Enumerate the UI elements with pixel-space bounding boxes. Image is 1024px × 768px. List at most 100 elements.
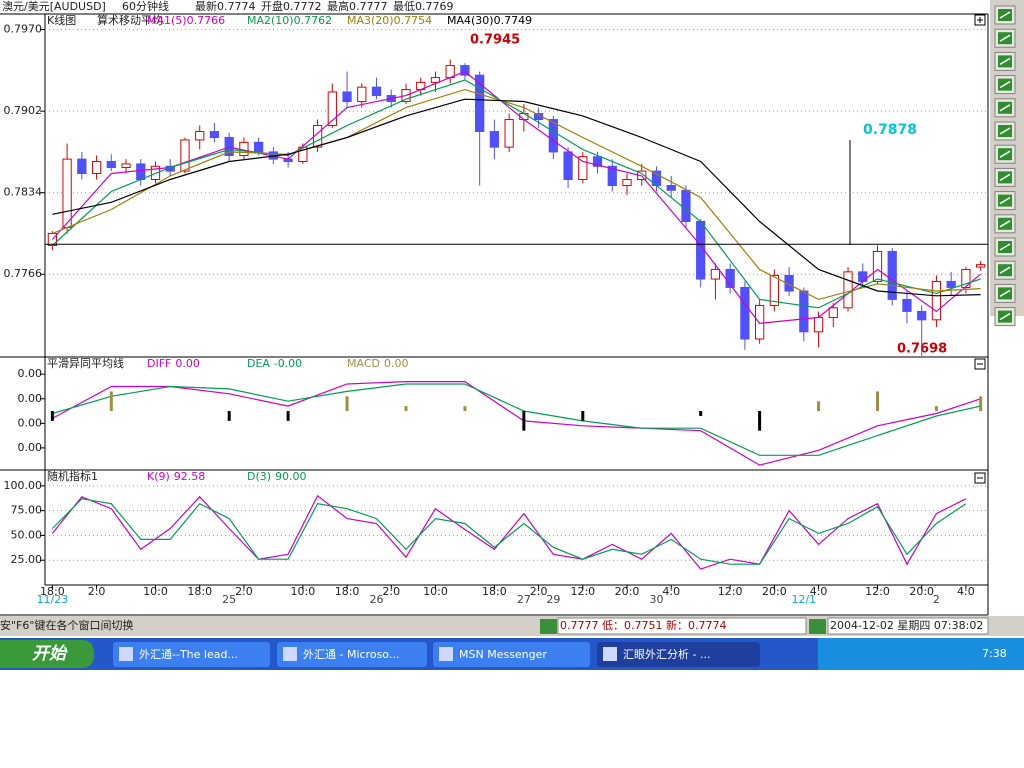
histogram-bar	[404, 406, 408, 412]
candle-body	[754, 304, 765, 340]
panel-title: K线图	[47, 13, 76, 27]
histogram-bar	[817, 401, 821, 412]
series-line	[52, 383, 981, 456]
legend-value: 92.58	[174, 470, 206, 483]
x-tick-label: 18:0	[482, 585, 507, 598]
task-button[interactable]	[433, 642, 590, 667]
candle-body	[843, 271, 853, 309]
task-button[interactable]	[113, 642, 270, 667]
x-tick-label: 18:0	[335, 585, 360, 598]
task-icon	[119, 647, 133, 661]
candle-body	[563, 151, 573, 181]
x-tick-label: 2:0	[88, 585, 106, 598]
series-line	[51, 494, 967, 570]
x-tick-label: 10:0	[423, 585, 448, 598]
task-icon	[283, 647, 297, 661]
legend-name: MA2(10)	[247, 14, 294, 27]
legend-name: MA1(5)	[147, 14, 187, 27]
candle-body	[357, 86, 367, 103]
panel-button[interactable]	[974, 358, 986, 370]
task-label[interactable]: 汇眼外汇分析 - ...	[623, 647, 710, 661]
candle-body	[902, 298, 912, 312]
x-tick-label: 20:0	[762, 585, 787, 598]
series-line	[51, 79, 981, 309]
date-label: 26	[370, 593, 384, 606]
legend-entry: DIFF 0.00	[147, 357, 200, 370]
histogram-bar	[463, 406, 467, 412]
x-tick-label: 10:0	[291, 585, 316, 598]
start-label[interactable]: 开始	[32, 644, 68, 664]
tool-glyph	[999, 196, 1011, 205]
candle-body	[371, 86, 382, 97]
legend-name: DEA	[247, 357, 270, 370]
status-icon[interactable]	[540, 619, 557, 634]
annotation: 0.7945	[470, 33, 520, 48]
task-label[interactable]: 外汇通--The lead...	[139, 648, 238, 661]
candle-body	[710, 268, 721, 280]
quote: 最低0.7769	[393, 0, 454, 13]
x-tick-label: 18:0	[187, 585, 212, 598]
y-tick-label: 75.00	[11, 504, 43, 517]
legend-value: 90.00	[275, 470, 307, 483]
candle-body	[460, 65, 470, 76]
legend-value: 0.7766	[187, 14, 226, 27]
status-hint: 安"F6"键在各个窗口间切换	[0, 618, 133, 632]
candle-body	[931, 280, 942, 321]
candle-body	[917, 310, 927, 321]
y-tick-label: 0.7902	[4, 104, 43, 117]
histogram-bar	[345, 396, 349, 412]
legend-name: K(9)	[147, 470, 170, 483]
legend-value: 0.00	[384, 357, 409, 370]
quote: 最高0.7777	[327, 0, 388, 13]
y-tick-label: 100.00	[4, 479, 43, 492]
start-button[interactable]	[0, 640, 94, 668]
panel-button[interactable]	[974, 472, 986, 484]
toolbar-buttons	[994, 5, 1016, 327]
candle-body	[769, 274, 779, 306]
legend-entry: MA3(20)0.7754	[347, 14, 432, 27]
status-quote: 0.7777 低：0.7751 新：0.7774	[560, 618, 726, 632]
candle-body	[430, 77, 441, 83]
task-button[interactable]	[597, 642, 760, 667]
status-icon[interactable]	[809, 619, 826, 634]
x-tick-label: 12:0	[718, 585, 743, 598]
candle-body	[180, 139, 190, 172]
task-button[interactable]	[277, 642, 427, 667]
panel-title: 随机指标1	[47, 469, 98, 483]
task-label[interactable]: MSN Messenger	[459, 648, 547, 661]
histogram-bar	[934, 406, 938, 412]
histogram-bar	[522, 411, 526, 431]
tool-glyph	[999, 289, 1011, 298]
candle-body	[666, 185, 676, 191]
x-tick-label: 10:0	[143, 585, 168, 598]
candle-body	[578, 156, 588, 181]
legend-value: 0.7754	[394, 14, 433, 27]
candle-body	[961, 268, 971, 288]
legend-entry: MA4(30)0.7749	[447, 14, 532, 27]
histogram-bar	[699, 411, 703, 416]
status-field	[557, 617, 807, 635]
date-label: 12/1	[791, 593, 816, 606]
candle-body	[548, 119, 558, 153]
candle-body	[209, 131, 220, 139]
histogram-bar	[227, 411, 231, 421]
candle-body	[106, 161, 116, 169]
task-label[interactable]: 外汇通 - Microso...	[303, 648, 399, 661]
tool-glyph	[999, 11, 1011, 19]
legend-value: -0.00	[274, 357, 302, 370]
candle-body	[327, 91, 337, 127]
panel-button[interactable]	[974, 14, 986, 26]
tool-glyph	[999, 173, 1011, 182]
quote: 最新0.7774	[195, 0, 256, 13]
candle-body	[298, 146, 308, 163]
date-label: 11/23	[37, 593, 69, 606]
candle-body	[62, 158, 72, 228]
task-icon	[439, 647, 453, 661]
candle-body	[799, 290, 809, 333]
candle-body	[195, 131, 205, 141]
panel-title: 平滑异同平均线	[47, 356, 124, 370]
legend-entry: MA2(10)0.7762	[247, 14, 332, 27]
legend-value: 0.7749	[494, 14, 533, 27]
histogram-bar	[979, 396, 983, 412]
